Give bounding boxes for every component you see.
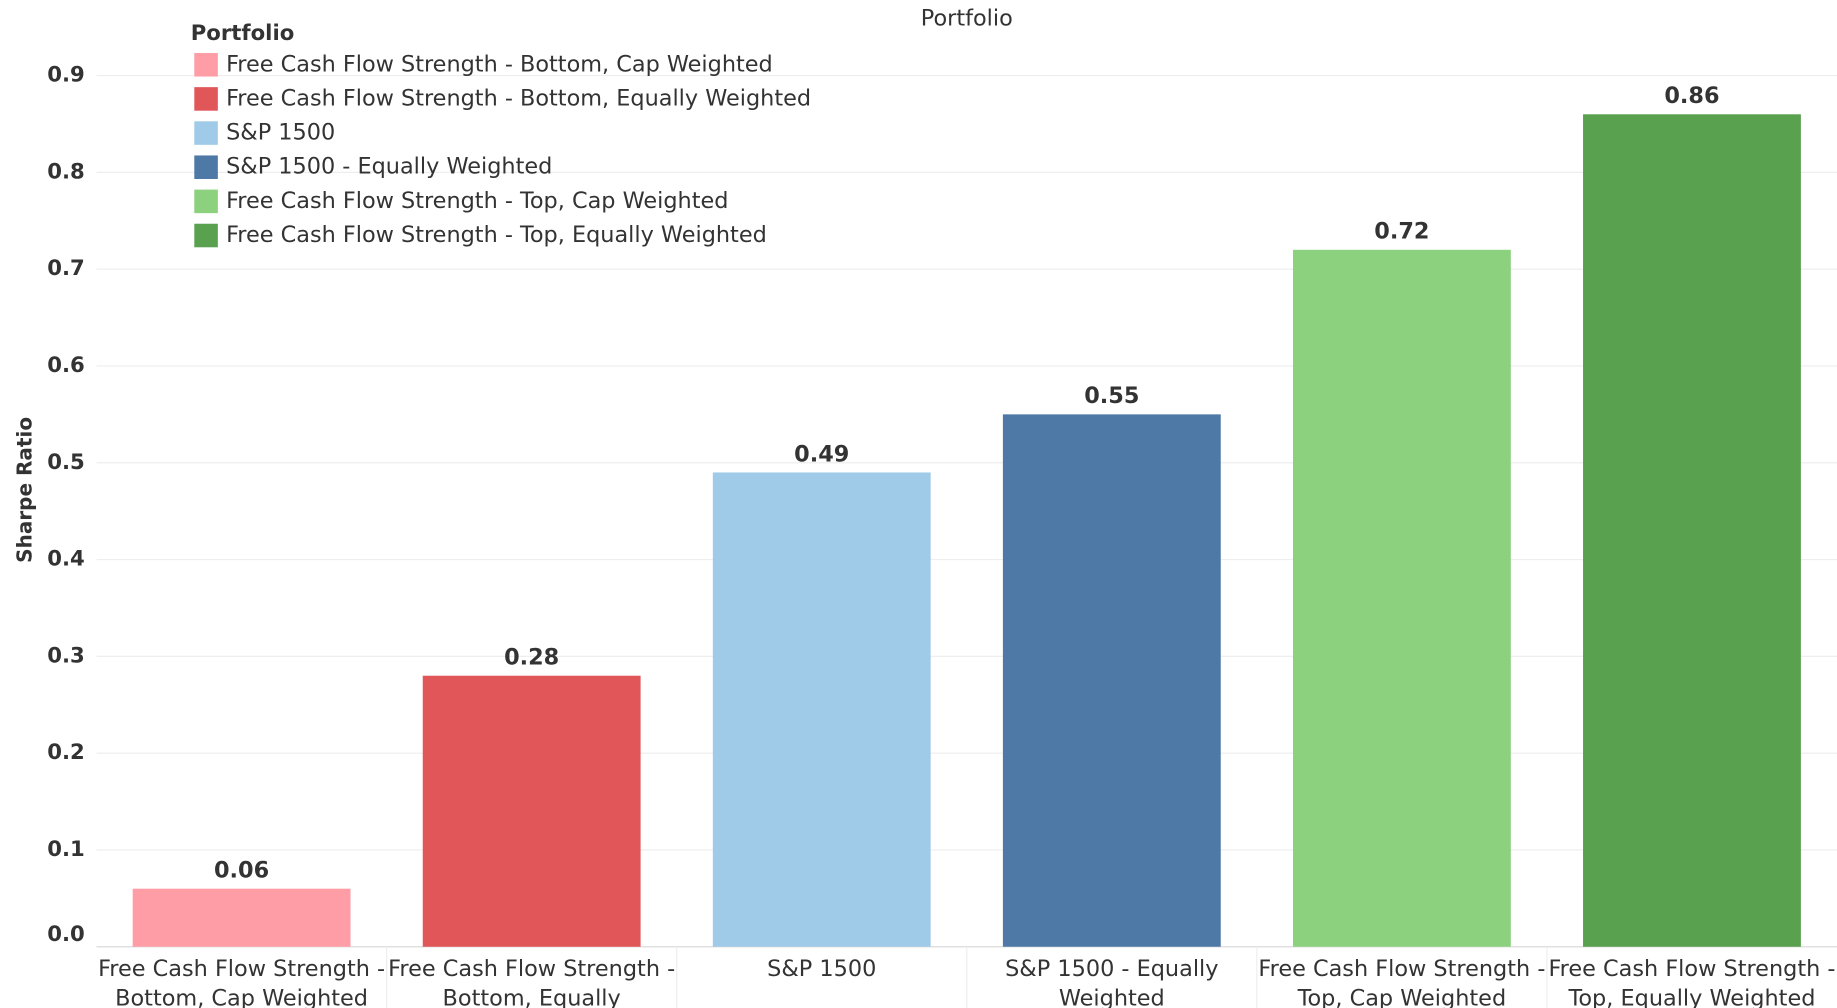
x-tick-label: S&P 1500 - Equally Weighted <box>1005 956 1219 1008</box>
legend-label: Free Cash Flow Strength - Top, Cap Weigh… <box>226 188 728 214</box>
legend-label: Free Cash Flow Strength - Bottom, Equall… <box>226 85 811 111</box>
bar <box>132 888 351 947</box>
y-tick-label: 0.0 <box>47 921 85 946</box>
x-tick-label: Free Cash Flow Strength - Bottom, Equall… <box>388 956 676 1008</box>
y-tick-label: 0.1 <box>47 836 85 861</box>
x-tick-label-box: Free Cash Flow Strength - Top, Equally W… <box>1548 956 1836 1008</box>
legend-title: Portfolio <box>191 20 295 45</box>
legend-swatch <box>194 189 218 214</box>
legend-swatch <box>194 52 218 77</box>
legend-label: Free Cash Flow Strength - Top, Equally W… <box>226 222 767 248</box>
value-label: 0.86 <box>1664 83 1719 109</box>
x-tick-label: Free Cash Flow Strength - Top, Cap Weigh… <box>1258 956 1546 1008</box>
legend-swatch <box>194 223 218 248</box>
value-label: 0.06 <box>214 858 269 884</box>
x-tick-label-box: S&P 1500 <box>767 956 877 983</box>
y-tick-label: 0.4 <box>47 546 85 571</box>
bar <box>422 675 641 947</box>
value-label: 0.49 <box>794 441 849 467</box>
x-tick-label-box: Free Cash Flow Strength - Bottom, Cap We… <box>98 956 386 1008</box>
x-tick-label: Free Cash Flow Strength - Bottom, Cap We… <box>98 956 386 1008</box>
value-label: 0.28 <box>504 645 559 671</box>
legend-swatch <box>194 121 218 145</box>
y-tick-label: 0.7 <box>47 255 85 280</box>
y-axis-label: Sharpe Ratio <box>12 417 36 563</box>
legend-swatch <box>194 155 218 179</box>
y-tick-label: 0.2 <box>47 739 85 764</box>
x-tick-label-box: Free Cash Flow Strength - Top, Cap Weigh… <box>1258 956 1546 1008</box>
x-tick-label-box: S&P 1500 - Equally Weighted <box>1005 956 1219 1008</box>
y-tick-label: 0.6 <box>47 352 85 377</box>
legend-label: S&P 1500 <box>226 120 335 146</box>
legend-label: S&P 1500 - Equally Weighted <box>226 154 552 180</box>
bar <box>1292 249 1511 947</box>
legend-label: Free Cash Flow Strength - Bottom, Cap We… <box>226 51 773 77</box>
y-tick-label: 0.3 <box>47 642 85 667</box>
y-tick-label: 0.5 <box>47 449 85 474</box>
x-tick-label: S&P 1500 <box>767 956 877 983</box>
x-tick-label: Free Cash Flow Strength - Top, Equally W… <box>1548 956 1836 1008</box>
legend-swatch <box>194 87 218 111</box>
chart-title: Portfolio <box>921 5 1013 31</box>
bar <box>1583 114 1801 947</box>
bar <box>712 472 931 947</box>
x-tick-label-box: Free Cash Flow Strength - Bottom, Equall… <box>388 956 676 1008</box>
y-tick-label: 0.9 <box>47 62 85 87</box>
value-label: 0.72 <box>1374 219 1429 245</box>
value-label: 0.55 <box>1084 383 1139 409</box>
y-tick-label: 0.8 <box>47 158 85 183</box>
bar <box>1002 414 1221 947</box>
